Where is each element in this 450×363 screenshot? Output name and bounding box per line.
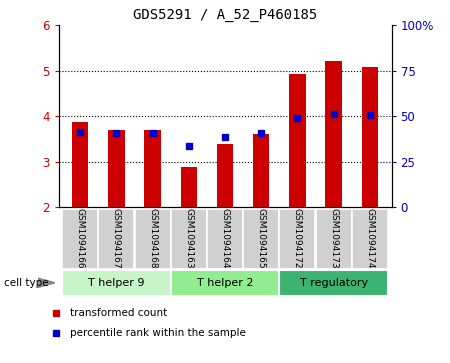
Bar xyxy=(171,270,279,296)
Text: GSM1094174: GSM1094174 xyxy=(365,208,374,269)
Bar xyxy=(279,209,315,269)
Bar xyxy=(243,209,279,269)
Text: T helper 9: T helper 9 xyxy=(88,278,144,288)
Bar xyxy=(253,134,270,207)
Bar xyxy=(171,209,207,269)
Bar xyxy=(62,270,171,296)
Text: GSM1094167: GSM1094167 xyxy=(112,208,121,269)
Bar xyxy=(352,209,388,269)
Bar xyxy=(99,209,135,269)
Bar xyxy=(279,270,388,296)
Bar xyxy=(62,209,98,269)
Text: percentile rank within the sample: percentile rank within the sample xyxy=(70,328,246,338)
Text: T helper 2: T helper 2 xyxy=(197,278,253,288)
Bar xyxy=(289,74,306,207)
Bar xyxy=(325,61,342,207)
Bar xyxy=(217,144,233,207)
Bar xyxy=(362,67,378,207)
Bar xyxy=(207,209,243,269)
Text: GSM1094163: GSM1094163 xyxy=(184,208,194,269)
Bar xyxy=(72,122,88,207)
Text: GSM1094173: GSM1094173 xyxy=(329,208,338,269)
Bar xyxy=(144,130,161,207)
Bar xyxy=(180,167,197,207)
Text: cell type: cell type xyxy=(4,278,49,288)
Text: GSM1094172: GSM1094172 xyxy=(293,208,302,269)
Polygon shape xyxy=(38,278,55,287)
Text: transformed count: transformed count xyxy=(70,308,167,318)
Bar xyxy=(108,130,125,207)
Bar xyxy=(135,209,171,269)
Bar xyxy=(315,209,351,269)
Title: GDS5291 / A_52_P460185: GDS5291 / A_52_P460185 xyxy=(133,8,317,22)
Text: GSM1094164: GSM1094164 xyxy=(220,208,230,269)
Text: GSM1094168: GSM1094168 xyxy=(148,208,157,269)
Text: GSM1094166: GSM1094166 xyxy=(76,208,85,269)
Text: T regulatory: T regulatory xyxy=(300,278,368,288)
Text: GSM1094165: GSM1094165 xyxy=(256,208,266,269)
